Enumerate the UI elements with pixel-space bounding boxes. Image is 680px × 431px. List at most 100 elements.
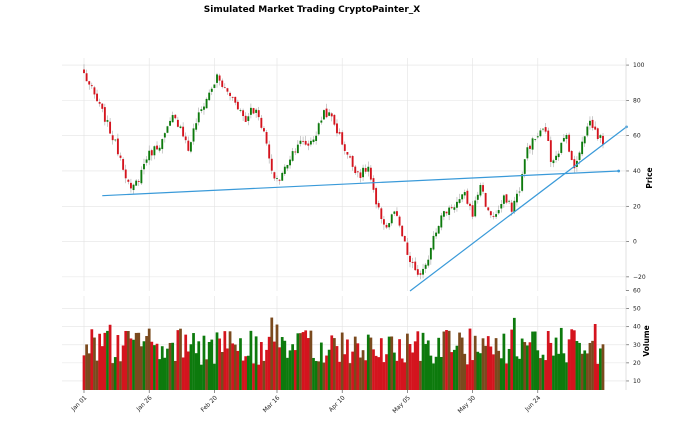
volume-bar: [406, 333, 409, 390]
volume-bar: [199, 364, 203, 390]
volume-bar: [442, 331, 446, 390]
candle-body: [328, 112, 331, 116]
volume-bar: [536, 350, 540, 390]
volume-bar: [121, 345, 125, 390]
candle-body: [359, 172, 362, 178]
candle-body: [453, 207, 456, 210]
volume-bar: [299, 333, 302, 390]
volume-bar: [515, 356, 519, 390]
candle-body: [187, 140, 190, 151]
volume-bar: [369, 337, 373, 390]
volume-bar: [455, 345, 459, 390]
candle-body: [124, 169, 127, 179]
candle-body: [450, 207, 453, 209]
candle-body: [289, 159, 291, 166]
candle-body: [482, 185, 484, 192]
price-tick-label: 80: [633, 97, 641, 104]
volume-bar: [570, 329, 574, 390]
x-tick-label: May 30: [457, 394, 478, 415]
volume-bar: [181, 357, 185, 390]
volume-bar: [476, 351, 480, 390]
volume-bar: [460, 337, 464, 390]
candle-body: [203, 106, 205, 110]
volume-bar: [155, 343, 159, 390]
volume-bar: [359, 357, 362, 390]
volume-bar: [353, 336, 357, 390]
candle-body: [341, 132, 344, 145]
volume-bar: [463, 353, 467, 390]
volume-bar: [113, 357, 117, 390]
volume-bar: [179, 328, 182, 390]
volume-bar: [215, 332, 219, 390]
candle-body: [137, 180, 140, 182]
candle-body: [594, 126, 597, 130]
candle-body: [208, 92, 211, 101]
candle-body: [239, 110, 242, 111]
candle-body: [469, 203, 471, 206]
volume-bar: [259, 342, 263, 390]
candle-body: [156, 145, 158, 150]
volume-bar: [194, 353, 198, 390]
volume-bar: [176, 330, 180, 390]
candle-body: [458, 199, 461, 203]
candle-body: [526, 147, 529, 159]
volume-bar: [447, 330, 451, 390]
candle-body: [549, 140, 552, 162]
candle-body: [150, 150, 153, 156]
volume-bar: [124, 330, 128, 390]
volume-bar: [593, 324, 597, 390]
volume-bar: [374, 355, 378, 390]
candle-body: [226, 88, 229, 92]
volume-bar: [575, 341, 579, 390]
volume-bar: [557, 353, 561, 390]
candle-body: [140, 169, 143, 184]
candle-body: [349, 156, 351, 158]
volume-bar: [87, 353, 91, 390]
volume-bar: [601, 344, 605, 390]
candle-body: [492, 215, 495, 217]
volume-bar: [192, 333, 195, 390]
volume-bar: [236, 350, 240, 390]
x-tick-label: May 05: [391, 394, 412, 415]
volume-panel: 60 50 40 30 20 10: [62, 288, 641, 390]
volume-bar: [226, 348, 229, 390]
volume-bar: [507, 348, 511, 390]
candle-body: [135, 180, 138, 186]
candle-body: [531, 138, 534, 150]
volume-bar: [111, 363, 115, 390]
volume-bar: [434, 356, 438, 390]
volume-bar: [184, 334, 188, 390]
volume-bar: [450, 352, 454, 390]
volume-tick-label: 40: [633, 324, 641, 331]
candle-body: [309, 140, 312, 145]
candle-body: [195, 123, 198, 130]
candle-body: [302, 140, 305, 142]
volume-bar: [541, 354, 545, 390]
candle-body: [304, 140, 307, 145]
candle-body: [114, 139, 117, 141]
volume-bar: [335, 346, 339, 390]
candle-body: [599, 135, 602, 138]
candle-body: [255, 109, 258, 113]
candle-body: [505, 194, 508, 203]
volume-bar: [390, 336, 394, 390]
candle-body: [489, 211, 492, 216]
volume-bar: [502, 333, 506, 390]
candle-body: [416, 269, 419, 275]
x-tick-label: Feb 20: [200, 394, 219, 413]
volume-bar: [254, 336, 258, 390]
candle-body: [260, 117, 263, 128]
volume-bar: [327, 349, 331, 390]
candle-body: [424, 264, 427, 269]
candle-body: [93, 87, 96, 95]
candle-body: [586, 126, 589, 136]
candle-body: [273, 172, 276, 179]
x-axis: Jan 01 Jan 26 Feb 20 Mar 16 Apr 10 May 05 May …: [69, 390, 542, 415]
volume-tick-label: 10: [633, 378, 641, 385]
candle-body: [176, 119, 179, 127]
candle-body: [562, 138, 565, 142]
candle-body: [106, 120, 109, 122]
candle-body: [367, 166, 370, 172]
candle-body: [234, 96, 237, 103]
volume-bar: [288, 350, 292, 390]
